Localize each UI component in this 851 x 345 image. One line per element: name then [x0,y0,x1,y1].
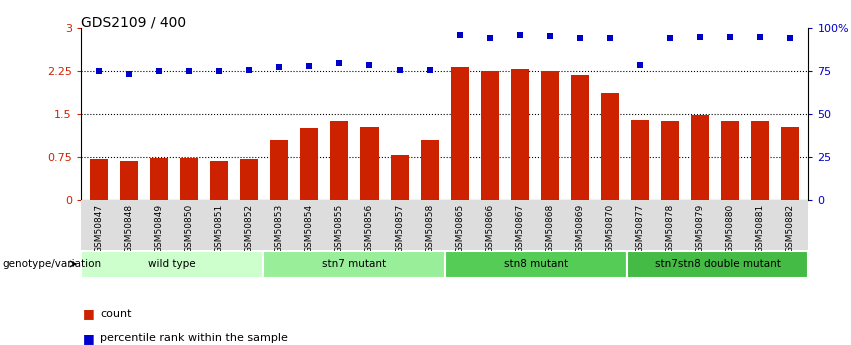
Point [393,68,407,73]
Bar [722,121,740,200]
Text: GSM50877: GSM50877 [636,204,644,253]
Point [483,35,496,41]
Bar [626,251,808,278]
Text: GSM50881: GSM50881 [756,204,765,253]
Text: count: count [100,309,132,319]
Bar [691,115,709,200]
Point [123,71,136,77]
Text: GSM50866: GSM50866 [485,204,494,253]
Text: GSM50853: GSM50853 [275,204,283,253]
Bar [661,121,679,200]
Text: GSM50857: GSM50857 [395,204,404,253]
Bar [120,161,138,200]
Bar [444,251,626,278]
Bar [451,67,469,200]
Text: GSM50851: GSM50851 [214,204,224,253]
Point [543,33,557,39]
Bar [781,127,799,200]
Text: GSM50847: GSM50847 [94,204,103,253]
Bar [481,71,499,200]
Text: GSM50870: GSM50870 [606,204,614,253]
Text: GSM50850: GSM50850 [185,204,193,253]
Point [573,35,586,41]
Bar [571,75,589,200]
Bar [240,159,258,200]
Point [152,68,166,73]
Point [272,64,286,70]
Bar [263,251,444,278]
Bar [300,128,318,200]
Bar [601,92,619,200]
Text: stn7stn8 double mutant: stn7stn8 double mutant [654,259,780,269]
Point [513,32,527,38]
Text: GSM50879: GSM50879 [696,204,705,253]
Text: ■: ■ [83,307,94,321]
Bar [90,159,108,200]
Bar [210,161,228,200]
Point [303,63,317,69]
Point [423,67,437,72]
Text: GSM50867: GSM50867 [516,204,524,253]
Bar [81,251,263,278]
Point [694,34,707,40]
Bar [511,69,528,200]
Bar [420,140,438,200]
Text: wild type: wild type [148,259,196,269]
Text: percentile rank within the sample: percentile rank within the sample [100,333,288,343]
Bar [751,121,769,200]
Point [333,61,346,66]
Text: GSM50869: GSM50869 [575,204,585,253]
Text: stn7 mutant: stn7 mutant [322,259,386,269]
Point [753,35,767,40]
Text: GSM50858: GSM50858 [426,204,434,253]
Bar [180,158,198,200]
Point [213,68,226,73]
Text: GSM50849: GSM50849 [155,204,163,253]
Text: genotype/variation: genotype/variation [3,259,101,269]
Bar [150,158,168,200]
Text: ■: ■ [83,332,94,345]
Point [182,68,196,73]
Text: GSM50878: GSM50878 [665,204,675,253]
Point [723,35,737,40]
Bar [631,120,649,200]
Point [663,35,677,41]
Bar [361,127,379,200]
Text: GSM50856: GSM50856 [365,204,374,253]
Text: stn8 mutant: stn8 mutant [504,259,568,269]
Bar [271,140,288,200]
Text: GSM50852: GSM50852 [245,204,254,253]
Text: GDS2109 / 400: GDS2109 / 400 [81,16,186,30]
Bar [541,71,559,200]
Text: GSM50882: GSM50882 [786,204,795,253]
Point [603,35,617,41]
Text: GSM50854: GSM50854 [305,204,314,253]
Text: GSM50868: GSM50868 [545,204,554,253]
Text: GSM50855: GSM50855 [335,204,344,253]
Point [363,62,376,68]
Point [633,62,647,68]
Point [453,32,466,37]
Text: GSM50865: GSM50865 [455,204,464,253]
Text: GSM50880: GSM50880 [726,204,734,253]
Bar [391,155,408,200]
Point [784,35,797,41]
Point [92,68,106,73]
Text: GSM50848: GSM50848 [124,204,134,253]
Bar [330,121,348,200]
Point [243,68,256,73]
